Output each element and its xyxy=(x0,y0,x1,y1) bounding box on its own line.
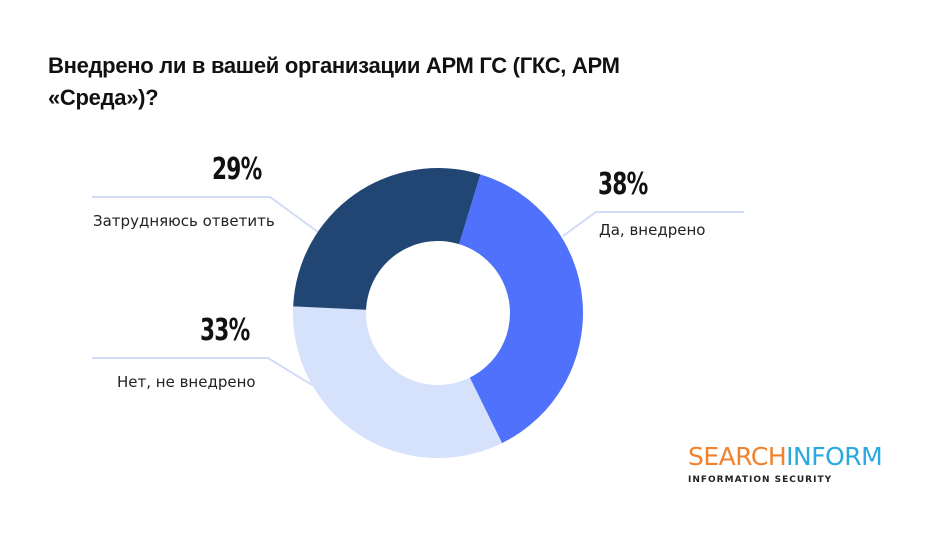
percent-yes: 38% xyxy=(598,167,648,202)
searchinform-logo: SEARCHINFORM INFORMATION SECURITY xyxy=(688,442,883,486)
logo-part-inform: INFORM xyxy=(786,442,883,471)
label-unsure: Затрудняюсь ответить xyxy=(93,212,275,230)
percent-no: 33% xyxy=(200,313,250,348)
leader-lines xyxy=(92,196,744,386)
leader-line-unsure xyxy=(92,196,319,233)
logo-part-search: SEARCH xyxy=(688,442,787,471)
logo-tagline: INFORMATION SECURITY xyxy=(688,475,833,485)
chart-title: Внедрено ли в вашей организации АРМ ГС (… xyxy=(48,53,620,110)
logo-wordmark: SEARCHINFORM xyxy=(688,442,883,471)
leader-line-no xyxy=(92,357,313,386)
segment-unsure xyxy=(293,168,481,310)
segment-no xyxy=(292,306,503,459)
label-no: Нет, не внедрено xyxy=(117,373,256,391)
label-yes: Да, внедрено xyxy=(599,221,706,239)
segment-yes xyxy=(459,174,583,444)
percent-unsure: 29% xyxy=(212,152,262,187)
donut-segments xyxy=(292,168,583,459)
leader-line-yes xyxy=(562,211,744,237)
